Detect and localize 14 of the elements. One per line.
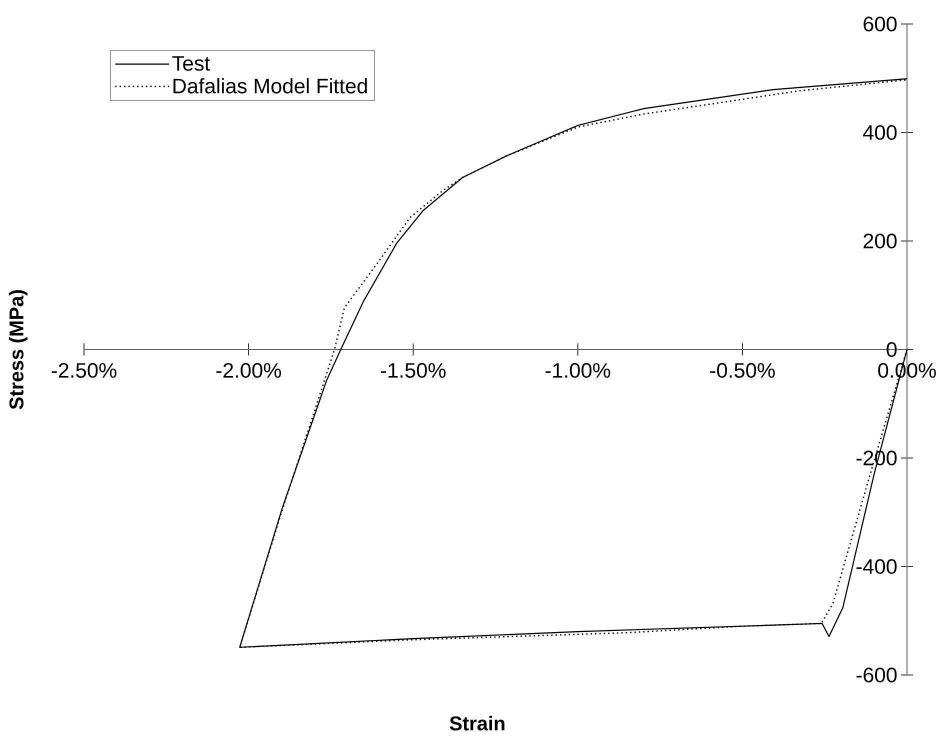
y-tick-label: 200	[864, 234, 897, 248]
x-tick-label: -1.50%	[380, 363, 446, 378]
y-tick-label: -400	[856, 559, 897, 574]
x-tick-label: -2.50%	[52, 363, 116, 378]
x-tick-label: -0.50%	[710, 363, 775, 378]
x-tick-label: -2.00%	[216, 363, 281, 378]
y-tick-label: -600	[856, 668, 897, 682]
y-tick-label: 400	[863, 125, 897, 140]
y-tick-label: 600	[864, 16, 897, 32]
legend-label: Test	[172, 56, 210, 71]
x-axis-title: Strain	[450, 716, 504, 730]
y-axis-title: Stress (MPa)	[8, 290, 28, 410]
x-tick-label: -1.00%	[546, 363, 610, 378]
legend-label: Dafalias Model Fitted	[174, 78, 367, 94]
